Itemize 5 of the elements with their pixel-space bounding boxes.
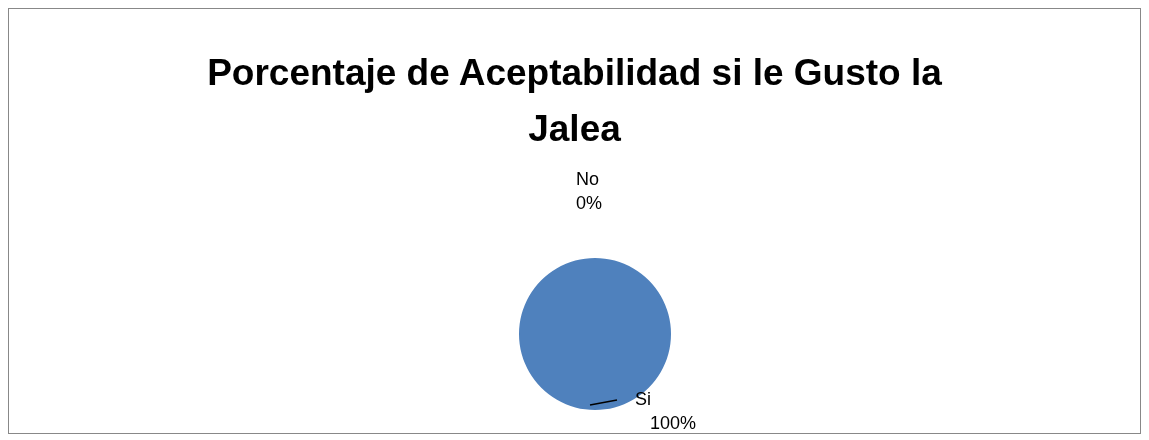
text: 0% xyxy=(576,193,603,213)
chart-title: Porcentaje de Aceptabilidad si le Gusto la Jalea xyxy=(206,51,943,151)
category-label: No xyxy=(576,169,600,189)
slice-label: Si xyxy=(635,389,652,409)
data-label: 100% xyxy=(650,413,697,433)
